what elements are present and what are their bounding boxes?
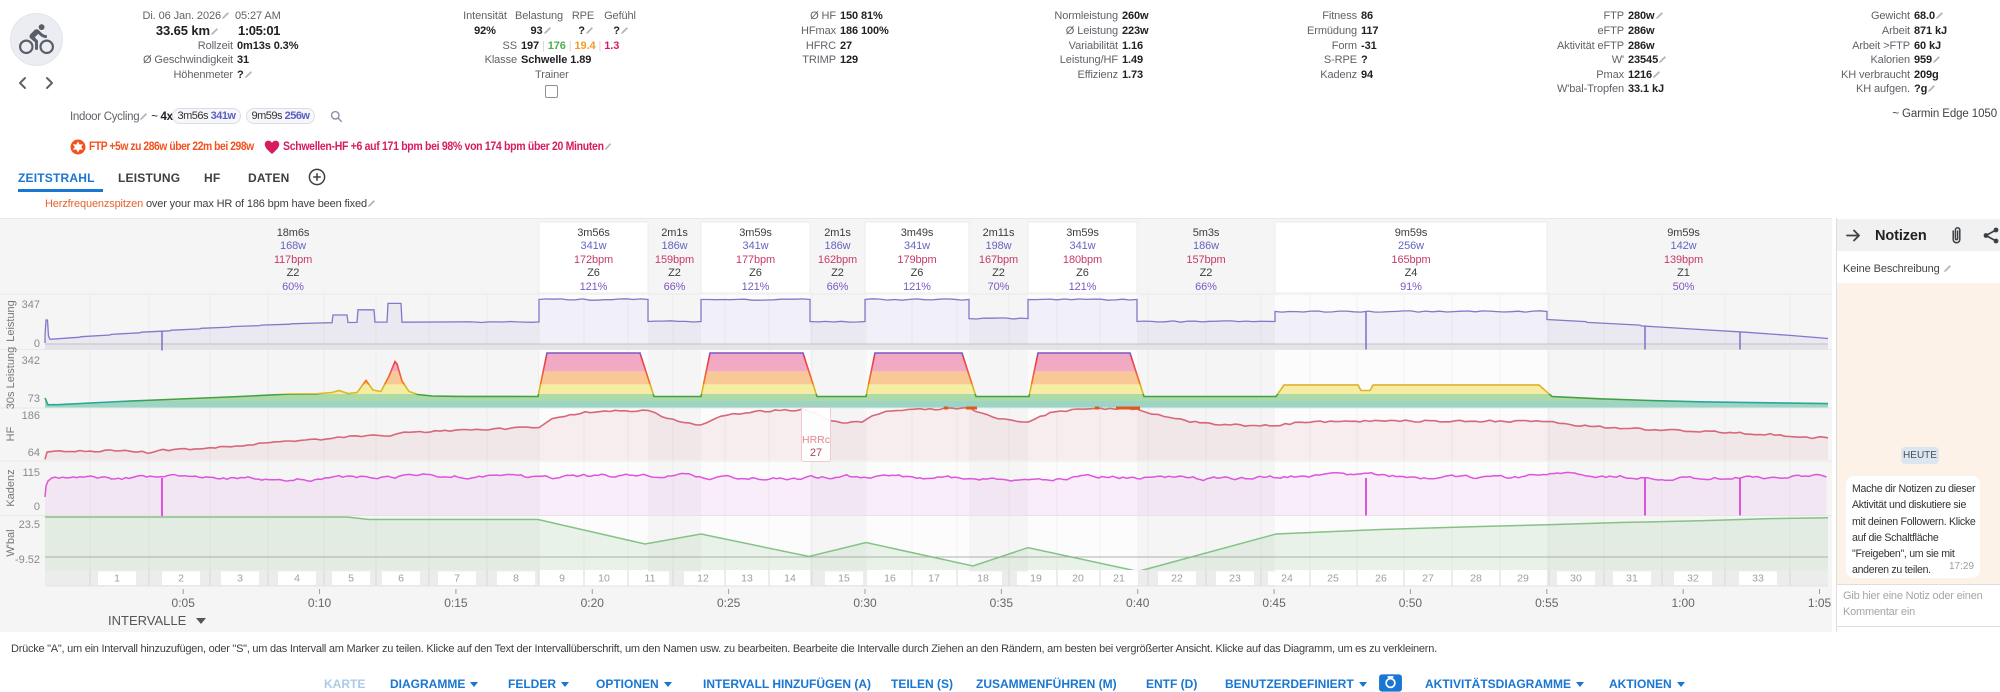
svg-text:INTERVALLE: INTERVALLE [108, 613, 187, 628]
svg-text:0: 0 [34, 338, 40, 350]
svg-text:-9.52: -9.52 [15, 554, 40, 566]
svg-text:10: 10 [598, 573, 610, 585]
svg-text:15: 15 [838, 573, 850, 585]
svg-text:33: 33 [1752, 573, 1764, 585]
svg-text:4: 4 [294, 573, 300, 585]
svg-text:1: 1 [114, 573, 120, 585]
svg-text:16: 16 [884, 573, 896, 585]
svg-text:73: 73 [28, 393, 40, 405]
svg-text:18: 18 [977, 573, 989, 585]
svg-text:3: 3 [237, 573, 243, 585]
svg-text:22: 22 [1171, 573, 1183, 585]
svg-text:W'bal: W'bal [5, 529, 17, 556]
svg-text:115: 115 [22, 467, 40, 479]
svg-text:17: 17 [928, 573, 940, 585]
svg-text:342: 342 [22, 355, 40, 367]
svg-text:28: 28 [1470, 573, 1482, 585]
svg-text:0:55: 0:55 [1535, 596, 1559, 610]
svg-text:0:35: 0:35 [990, 596, 1014, 610]
svg-text:9: 9 [559, 573, 565, 585]
svg-text:1:00: 1:00 [1671, 596, 1695, 610]
svg-text:2: 2 [178, 573, 184, 585]
svg-text:23: 23 [1229, 573, 1241, 585]
svg-text:26: 26 [1375, 573, 1387, 585]
svg-text:31: 31 [1626, 573, 1638, 585]
svg-text:HRRc: HRRc [802, 434, 830, 446]
svg-text:0:10: 0:10 [308, 596, 332, 610]
svg-text:0:30: 0:30 [853, 596, 877, 610]
svg-text:14: 14 [784, 573, 796, 585]
svg-text:30: 30 [1570, 573, 1582, 585]
svg-text:27: 27 [810, 447, 822, 459]
svg-text:27: 27 [1422, 573, 1434, 585]
svg-text:186: 186 [22, 410, 40, 422]
svg-text:8: 8 [513, 573, 519, 585]
svg-text:Kadenz: Kadenz [5, 469, 17, 506]
svg-text:HF: HF [5, 426, 17, 441]
svg-text:0: 0 [34, 501, 40, 513]
svg-text:0:20: 0:20 [581, 596, 605, 610]
svg-text:11: 11 [645, 573, 656, 585]
svg-text:6: 6 [398, 573, 404, 585]
svg-text:23.5: 23.5 [19, 519, 40, 531]
svg-text:Leistung: Leistung [5, 300, 17, 342]
svg-text:5: 5 [348, 573, 354, 585]
svg-text:0:25: 0:25 [717, 596, 741, 610]
svg-text:0:45: 0:45 [1262, 596, 1286, 610]
svg-text:0:05: 0:05 [172, 596, 196, 610]
svg-text:1:05: 1:05 [1808, 596, 1832, 610]
svg-text:30s Leistung: 30s Leistung [5, 347, 17, 409]
svg-text:20: 20 [1072, 573, 1084, 585]
svg-text:7: 7 [454, 573, 460, 585]
svg-text:0:40: 0:40 [1126, 596, 1150, 610]
svg-text:347: 347 [22, 299, 40, 311]
svg-text:29: 29 [1517, 573, 1529, 585]
svg-text:0:15: 0:15 [444, 596, 468, 610]
svg-text:0:50: 0:50 [1399, 596, 1423, 610]
svg-text:13: 13 [741, 573, 753, 585]
svg-text:21: 21 [1113, 573, 1125, 585]
svg-text:24: 24 [1281, 573, 1293, 585]
svg-text:32: 32 [1687, 573, 1699, 585]
svg-text:12: 12 [697, 573, 709, 585]
svg-text:25: 25 [1327, 573, 1339, 585]
svg-text:64: 64 [28, 447, 40, 459]
svg-text:19: 19 [1030, 573, 1042, 585]
